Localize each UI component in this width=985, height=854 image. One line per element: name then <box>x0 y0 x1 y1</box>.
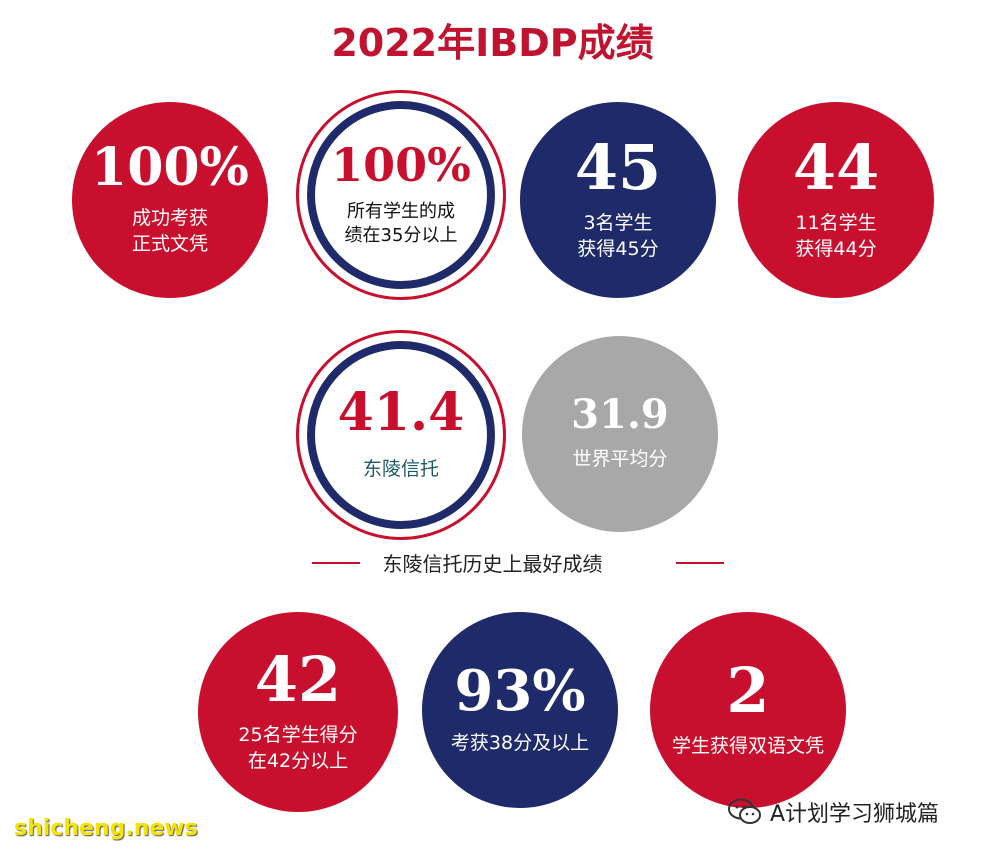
wechat-account: A计划学习狮城篇 <box>728 796 939 828</box>
wechat-icon <box>728 798 762 826</box>
stat-circle-bilingual: 2 学生获得双语文凭 <box>650 612 846 808</box>
stat-caption: 成功考获 正式文凭 <box>131 207 208 255</box>
stat-circle-world-average: 31.9 世界平均分 <box>522 336 718 532</box>
stat-circle-44: 44 11名学生 获得44分 <box>738 102 934 298</box>
stat-caption: 所有学生的成 绩在35分以上 <box>344 200 458 246</box>
stat-value: 100% <box>331 137 471 192</box>
divider-line-left <box>312 562 360 564</box>
stat-caption: 25名学生得分 在42分以上 <box>238 724 358 772</box>
stat-value: 42 <box>254 643 342 717</box>
stat-circle-93-percent: 93% 考获38分及以上 <box>422 612 618 808</box>
stat-caption: 东陵信托 <box>362 458 439 481</box>
stat-circle-45: 45 3名学生 获得45分 <box>520 102 716 298</box>
divider-line-right <box>676 562 724 564</box>
page-title: 2022年IBDP成绩 <box>331 21 654 65</box>
stat-value: 45 <box>574 131 662 205</box>
stat-value: 2 <box>726 654 770 728</box>
stat-value: 41.4 <box>337 382 465 444</box>
site-watermark: shicheng.news <box>14 816 198 841</box>
stat-value: 93% <box>454 658 586 725</box>
stat-caption: 3名学生 获得45分 <box>577 212 659 260</box>
stat-caption: 学生获得双语文凭 <box>671 735 824 758</box>
stat-value: 31.9 <box>571 391 669 439</box>
divider-text: 东陵信托历史上最好成绩 <box>382 552 603 576</box>
ring-border <box>307 101 495 289</box>
stat-caption: 11名学生 获得44分 <box>795 212 877 260</box>
stat-circle-school-average: 41.4 东陵信托 <box>296 330 506 540</box>
stat-circle-42: 42 25名学生得分 在42分以上 <box>198 612 398 812</box>
stat-value: 44 <box>792 131 880 205</box>
stat-circle-35-plus: 100% 所有学生的成 绩在35分以上 <box>296 90 506 300</box>
stat-caption: 世界平均分 <box>572 448 668 471</box>
stat-caption: 考获38分及以上 <box>450 732 590 755</box>
wechat-account-name: A计划学习狮城篇 <box>770 802 940 827</box>
stat-value: 100% <box>91 137 249 199</box>
stat-circle-diploma: 100% 成功考获 正式文凭 <box>72 102 268 298</box>
ring-border <box>307 341 495 529</box>
